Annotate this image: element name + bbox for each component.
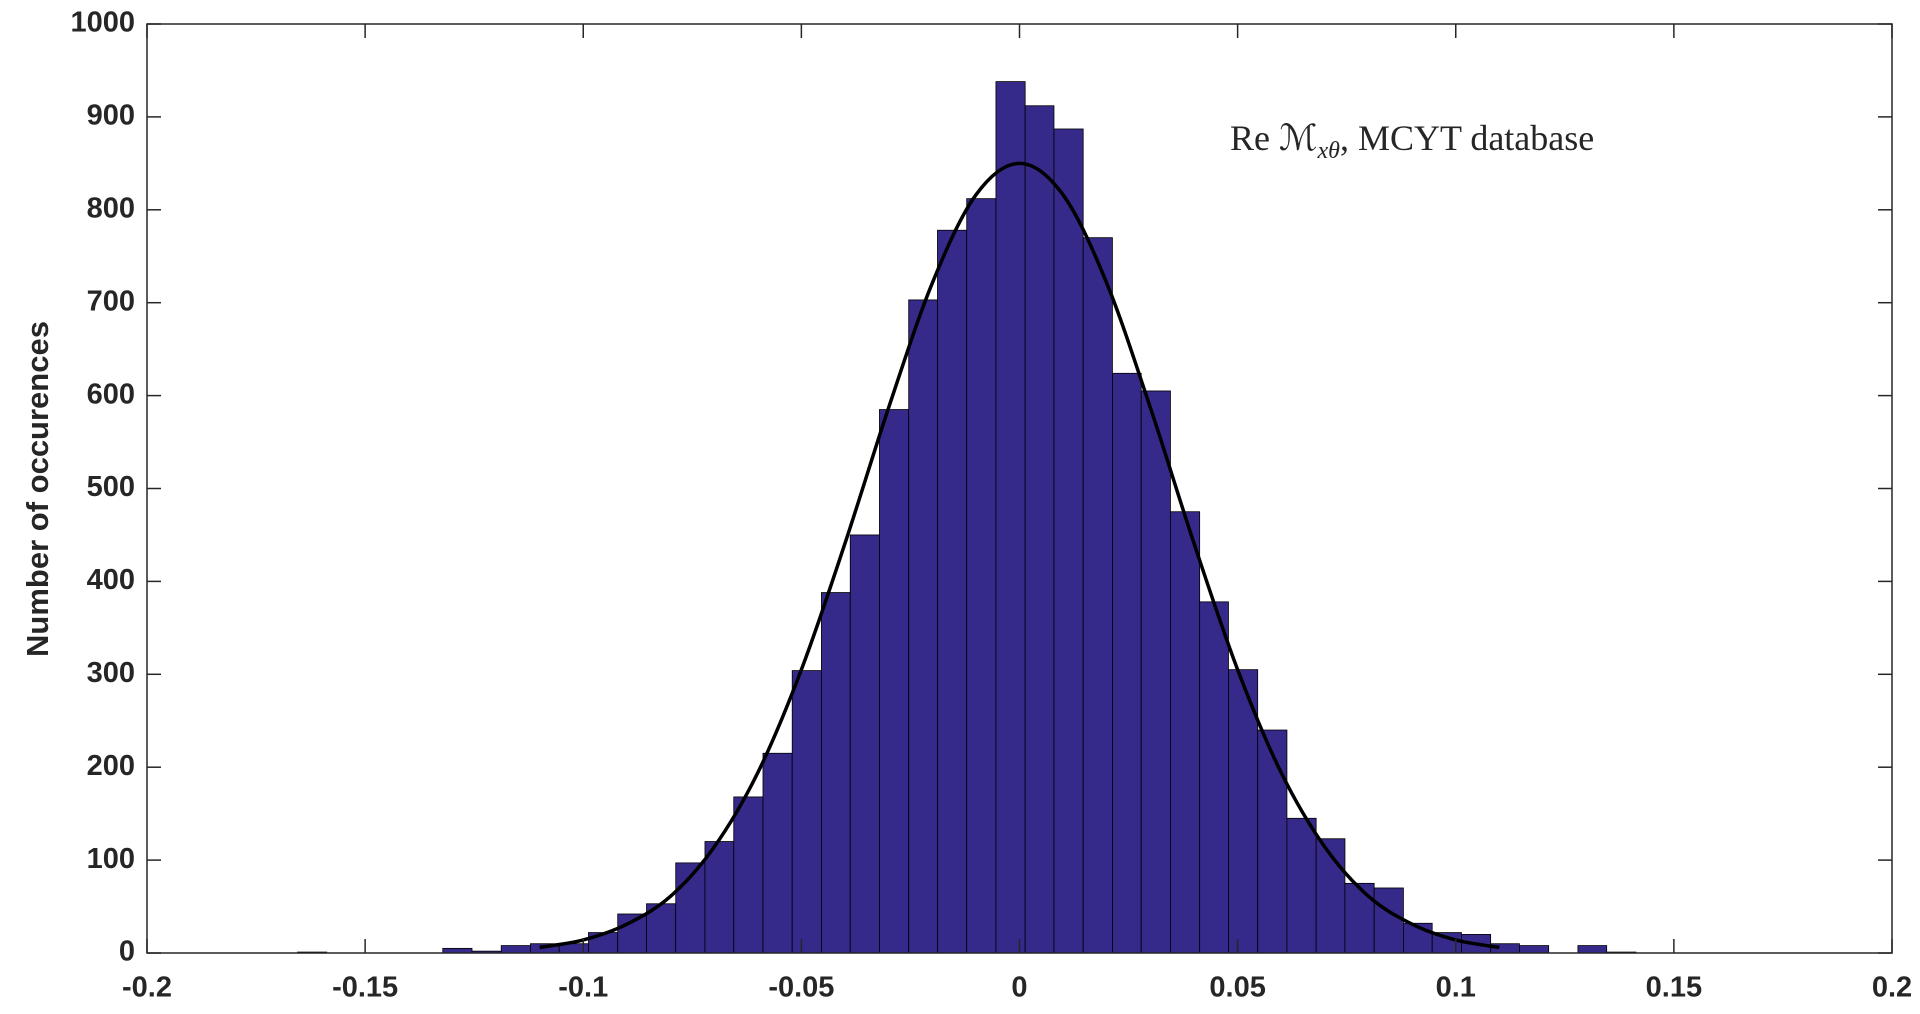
x-tick-label: 0.05 <box>1209 972 1265 1004</box>
y-axis-label: Number of occurences <box>20 321 55 657</box>
bar <box>1286 817 1317 954</box>
bar <box>1082 237 1113 954</box>
bar <box>1344 882 1375 954</box>
x-tick-label: 0.1 <box>1436 972 1476 1004</box>
y-tick-label: 400 <box>87 564 135 596</box>
y-tick-label: 0 <box>119 936 135 968</box>
y-tick-label: 100 <box>87 843 135 875</box>
x-tick-label: 0.15 <box>1646 972 1702 1004</box>
x-tick-label: -0.15 <box>332 972 398 1004</box>
bar <box>791 670 822 954</box>
bar <box>762 752 793 954</box>
y-tick-label: 200 <box>87 750 135 782</box>
bar <box>1519 945 1550 954</box>
bar <box>937 229 968 954</box>
y-tick-label: 700 <box>87 285 135 317</box>
bar <box>1257 729 1288 954</box>
bar <box>908 299 938 954</box>
annotation-tail: , MCYT database <box>1340 118 1594 158</box>
annotation: Re ℳxθ, MCYT database <box>1230 118 1594 164</box>
y-tick-label: 600 <box>87 378 135 410</box>
x-tick-label: 0.2 <box>1872 972 1912 1004</box>
bar <box>1577 945 1608 954</box>
bar <box>821 592 851 954</box>
bar <box>1140 390 1171 954</box>
bar <box>500 945 531 954</box>
y-tick-label: 900 <box>87 100 135 132</box>
bar <box>879 409 910 954</box>
bar <box>995 81 1026 954</box>
bar <box>1170 511 1201 954</box>
x-tick-label: -0.1 <box>558 972 608 1004</box>
bar <box>1053 128 1084 954</box>
fit-curve <box>539 161 1500 950</box>
bar <box>1024 105 1055 954</box>
bar <box>704 841 735 954</box>
bar <box>849 534 880 954</box>
annotation-subscript: xθ <box>1317 138 1341 164</box>
bar <box>733 796 764 954</box>
x-tick-label: -0.05 <box>768 972 834 1004</box>
x-tick-label: 0 <box>1011 972 1027 1004</box>
bar <box>1228 669 1259 954</box>
bar <box>1373 887 1404 954</box>
y-tick-label: 500 <box>87 471 135 503</box>
y-tick-label: 300 <box>87 657 135 689</box>
bar <box>1112 372 1142 954</box>
bar <box>1199 601 1229 954</box>
x-tick-label: -0.2 <box>122 972 172 1004</box>
y-tick-label: 800 <box>87 192 135 224</box>
bar <box>966 198 997 954</box>
annotation-text: Re ℳ <box>1230 118 1318 158</box>
y-tick-label: 1000 <box>70 7 135 39</box>
